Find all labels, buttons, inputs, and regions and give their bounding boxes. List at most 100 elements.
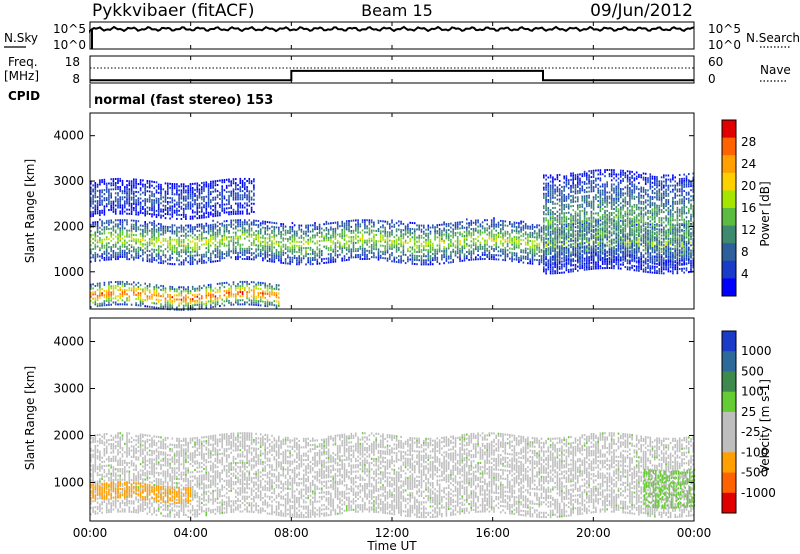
heatmap-cell (438, 230, 441, 232)
heatmap-cell (456, 223, 459, 226)
heatmap-cell (162, 285, 165, 288)
heatmap-cell (348, 224, 350, 227)
heatmap-cell (90, 306, 92, 309)
heatmap-cell (289, 228, 291, 231)
heatmap-cell (436, 256, 439, 259)
heatmap-cell (278, 251, 280, 254)
heatmap-cell (543, 260, 545, 263)
heatmap-cell (135, 207, 137, 210)
heatmap-cell (413, 248, 416, 251)
heatmap-cell (472, 244, 475, 247)
heatmap-cell (601, 235, 604, 238)
heatmap-cell (389, 255, 391, 258)
heatmap-cell (461, 259, 464, 262)
heatmap-cell (92, 242, 94, 244)
heatmap-cell (219, 229, 221, 231)
heatmap-cell (264, 290, 266, 293)
heatmap-cell (178, 189, 180, 192)
heatmap-cell (201, 258, 203, 260)
heatmap-cell (307, 224, 309, 227)
heatmap-cell (167, 203, 169, 205)
heatmap-cell (490, 258, 493, 261)
heatmap-cell (126, 258, 128, 261)
heatmap-cell (219, 198, 221, 200)
heatmap-cell (92, 283, 94, 286)
heatmap-cell (271, 293, 273, 296)
heatmap-cell (268, 301, 271, 304)
heatmap-cell (114, 287, 117, 290)
heatmap-cell (481, 251, 484, 254)
heatmap-cell (370, 243, 373, 246)
heatmap-cell (212, 232, 214, 234)
heatmap-cell (543, 231, 545, 234)
heatmap-cell (522, 239, 525, 242)
heatmap-cell (309, 261, 312, 264)
heatmap-cell (278, 230, 280, 233)
heatmap-cell (425, 261, 427, 264)
heatmap-cell (201, 186, 203, 189)
heatmap-cell (345, 246, 348, 249)
heatmap-cell (255, 248, 257, 251)
heatmap-cell (622, 224, 624, 227)
heatmap-cell (490, 229, 493, 232)
heatmap-cell (259, 236, 262, 239)
heatmap-cell (658, 244, 661, 247)
heatmap-cell (361, 249, 364, 252)
heatmap-cell (268, 227, 271, 230)
heatmap-cell (187, 234, 189, 237)
heatmap-cell (418, 224, 420, 227)
heatmap-cell (452, 259, 454, 261)
heatmap-cell (348, 250, 350, 253)
heatmap-cell (169, 256, 171, 259)
heatmap-cell (210, 298, 212, 301)
heatmap-cell (194, 254, 196, 257)
heatmap-cell (595, 229, 597, 232)
heatmap-cell (114, 204, 117, 207)
heatmap-cell (287, 238, 289, 240)
heatmap-cell (615, 225, 618, 228)
heatmap-cell (128, 250, 131, 252)
heatmap-cell (237, 293, 239, 296)
heatmap-cell (146, 212, 149, 215)
heatmap-cell (509, 237, 511, 240)
heatmap-cell (416, 246, 418, 249)
heatmap-cell (108, 198, 110, 201)
heatmap-cell (178, 302, 180, 305)
heatmap-cell (330, 234, 332, 237)
heatmap-cell (148, 196, 151, 199)
heatmap-cell (142, 251, 144, 254)
heatmap-cell (321, 254, 323, 257)
heatmap-cell (459, 260, 461, 263)
heatmap-cell (155, 224, 158, 227)
heatmap-cell (191, 226, 194, 229)
heatmap-cell (221, 205, 223, 208)
heatmap-cell (389, 225, 391, 228)
heatmap-cell (130, 223, 133, 226)
heatmap-cell (558, 256, 561, 259)
heatmap-cell (135, 256, 137, 259)
heatmap-cell (92, 188, 94, 191)
heatmap-cell (490, 223, 493, 226)
heatmap-cell (370, 225, 373, 228)
heatmap-cell (124, 291, 126, 294)
heatmap-cell (148, 182, 151, 185)
heatmap-cell (210, 260, 212, 263)
heatmap-cell (352, 235, 355, 238)
heatmap-cell (321, 258, 323, 261)
heatmap-cell (248, 192, 251, 195)
heatmap-cell (493, 254, 495, 257)
heatmap-cell (411, 232, 414, 235)
heatmap-cell (176, 306, 178, 309)
heatmap-cell (500, 230, 502, 233)
heatmap-cell (244, 221, 246, 224)
heatmap-cell (167, 258, 169, 261)
heatmap-cell (278, 304, 280, 307)
heatmap-cell (214, 235, 217, 238)
heatmap-cell (203, 187, 205, 190)
heatmap-cell (692, 247, 695, 250)
heatmap-cell (216, 225, 219, 228)
heatmap-cell (384, 253, 386, 256)
heatmap-cell (432, 246, 434, 249)
heatmap-cell (178, 298, 180, 301)
heatmap-cell (413, 238, 416, 241)
